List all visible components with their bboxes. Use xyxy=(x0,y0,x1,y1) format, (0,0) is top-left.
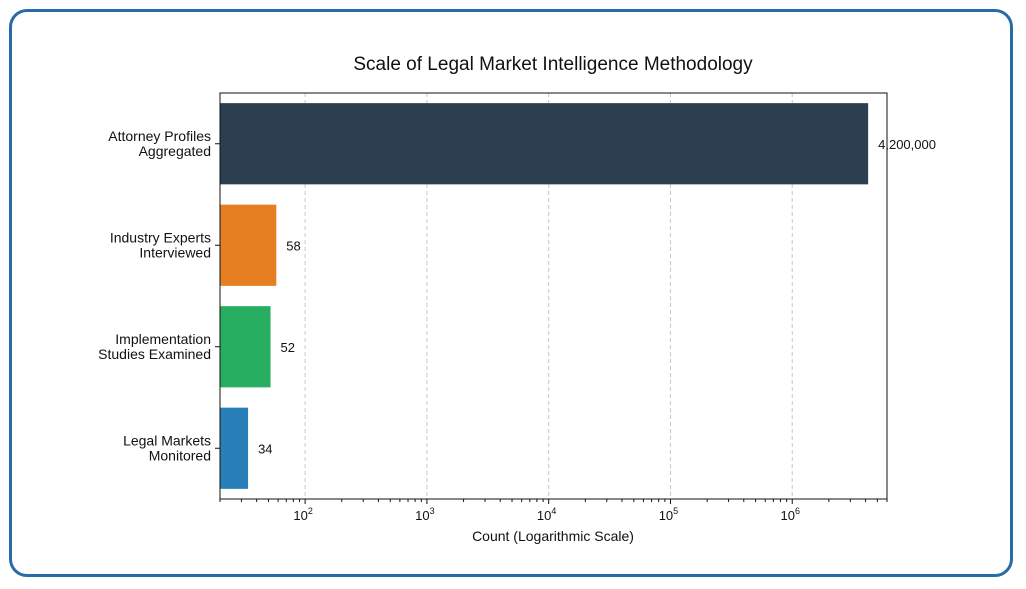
grid-lines xyxy=(304,93,793,499)
bars xyxy=(220,103,869,489)
category-label: Legal Markets Monitored xyxy=(123,432,211,463)
bar xyxy=(220,103,869,185)
x-tick-label: 102 xyxy=(293,506,312,523)
value-labels: 4,200,000 58 52 34 xyxy=(258,137,936,457)
bar xyxy=(220,306,271,388)
plot-area-border xyxy=(219,92,888,500)
category-label: Implementation Studies Examined xyxy=(98,331,211,362)
value-label: 34 xyxy=(258,441,272,456)
x-axis-ticks: 102 103 104 105 106 xyxy=(219,499,888,523)
chart-title: Scale of Legal Market Intelligence Metho… xyxy=(353,54,753,75)
y-axis-categories: Attorney Profiles Aggregated Industry Expe… xyxy=(98,128,220,463)
x-tick-label: 104 xyxy=(537,506,556,523)
x-tick-label: 105 xyxy=(659,506,678,523)
bar xyxy=(220,407,249,489)
value-label: 4,200,000 xyxy=(878,137,936,152)
x-axis-label: Count (Logarithmic Scale) xyxy=(472,528,634,544)
category-label: Attorney Profiles Aggregated xyxy=(108,128,211,159)
value-label: 52 xyxy=(281,340,295,355)
bar xyxy=(220,204,277,286)
x-tick-label: 103 xyxy=(415,506,434,523)
category-label: Industry Experts Interviewed xyxy=(110,229,211,260)
x-tick-label: 106 xyxy=(780,506,799,523)
value-label: 58 xyxy=(286,238,300,253)
